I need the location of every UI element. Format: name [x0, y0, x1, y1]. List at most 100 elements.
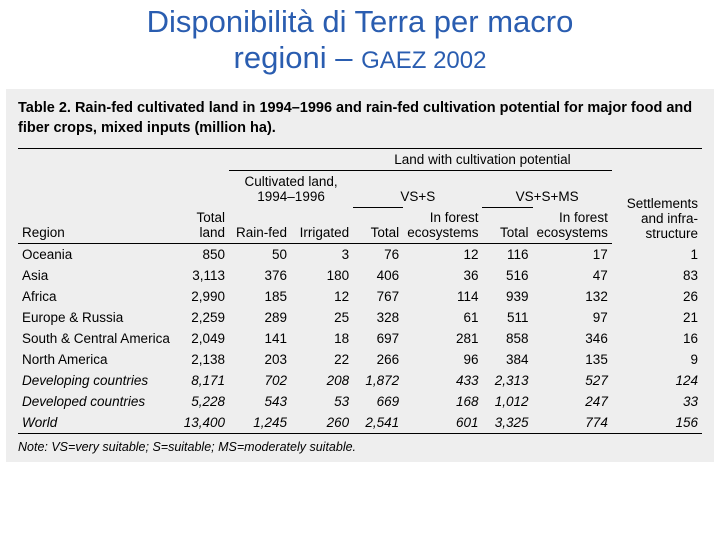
cell-vss-total: 266 [353, 349, 403, 370]
cell-vssms-forest: 135 [533, 349, 612, 370]
cell-rainfed: 376 [229, 265, 291, 286]
cell-region: World [18, 412, 174, 434]
cell-total-land: 850 [174, 244, 229, 266]
header-total-land: Total land [174, 207, 229, 244]
cell-region: Asia [18, 265, 174, 286]
header-settlements: Settlements and infra-structure [612, 171, 702, 244]
cell-region: Europe & Russia [18, 307, 174, 328]
cell-settlements: 16 [612, 328, 702, 349]
cell-vss-total: 669 [353, 391, 403, 412]
header-row-3: Region Total land Rain-fed Irrigated Tot… [18, 207, 702, 244]
cell-total-land: 5,228 [174, 391, 229, 412]
table-row: Asia3,113376180406365164783 [18, 265, 702, 286]
header-region: Region [18, 207, 174, 244]
cell-vss-forest: 36 [403, 265, 482, 286]
cell-region: Developed countries [18, 391, 174, 412]
cell-vssms-total: 858 [482, 328, 532, 349]
cell-vssms-total: 384 [482, 349, 532, 370]
header-vss-forest: In forest ecosystems [403, 207, 482, 244]
cell-rainfed: 543 [229, 391, 291, 412]
cell-total-land: 3,113 [174, 265, 229, 286]
cell-total-land: 8,171 [174, 370, 229, 391]
cell-vssms-forest: 527 [533, 370, 612, 391]
table-row: Europe & Russia2,25928925328615119721 [18, 307, 702, 328]
cell-vssms-forest: 774 [533, 412, 612, 434]
header-vssms-total: Total [482, 207, 532, 244]
header-cultivated-span: Cultivated land, 1994–1996 [229, 171, 353, 208]
cell-irrigated: 208 [291, 370, 353, 391]
cell-vss-total: 2,541 [353, 412, 403, 434]
cell-total-land: 2,259 [174, 307, 229, 328]
cell-vssms-forest: 346 [533, 328, 612, 349]
table-head: Land with cultivation potential Cultivat… [18, 149, 702, 244]
header-vss-total: Total [353, 207, 403, 244]
cell-rainfed: 141 [229, 328, 291, 349]
cell-vss-forest: 168 [403, 391, 482, 412]
cell-rainfed: 203 [229, 349, 291, 370]
cell-settlements: 21 [612, 307, 702, 328]
cell-rainfed: 702 [229, 370, 291, 391]
cell-settlements: 33 [612, 391, 702, 412]
header-vssms-forest: In forest ecosystems [533, 207, 612, 244]
cell-vssms-total: 1,012 [482, 391, 532, 412]
cell-irrigated: 3 [291, 244, 353, 266]
cell-vss-total: 328 [353, 307, 403, 328]
header-irrigated: Irrigated [291, 207, 353, 244]
cell-settlements: 83 [612, 265, 702, 286]
cell-vss-forest: 433 [403, 370, 482, 391]
table-row: Developed countries5,228543536691681,012… [18, 391, 702, 412]
cell-total-land: 13,400 [174, 412, 229, 434]
title-line2-main: regioni – [234, 40, 362, 75]
cell-region: Africa [18, 286, 174, 307]
cell-settlements: 1 [612, 244, 702, 266]
cell-vss-forest: 601 [403, 412, 482, 434]
cell-vss-forest: 61 [403, 307, 482, 328]
cell-irrigated: 53 [291, 391, 353, 412]
cell-vss-total: 76 [353, 244, 403, 266]
cell-settlements: 9 [612, 349, 702, 370]
cell-vssms-total: 939 [482, 286, 532, 307]
table-panel: Table 2. Rain-fed cultivated land in 199… [6, 89, 714, 462]
header-vssms: VS+S+MS [482, 171, 611, 208]
slide-title: Disponibilità di Terra per macro regioni… [0, 0, 720, 75]
cell-vssms-forest: 47 [533, 265, 612, 286]
title-line2-sub: GAEZ 2002 [361, 47, 486, 74]
cell-vss-forest: 281 [403, 328, 482, 349]
cell-vssms-forest: 132 [533, 286, 612, 307]
cell-settlements: 156 [612, 412, 702, 434]
cell-rainfed: 185 [229, 286, 291, 307]
cell-irrigated: 18 [291, 328, 353, 349]
cell-irrigated: 22 [291, 349, 353, 370]
cell-irrigated: 260 [291, 412, 353, 434]
table-row: North America2,13820322266963841359 [18, 349, 702, 370]
header-row-1: Land with cultivation potential [18, 149, 702, 171]
cell-region: Oceania [18, 244, 174, 266]
cell-irrigated: 25 [291, 307, 353, 328]
cell-vss-total: 767 [353, 286, 403, 307]
cell-vssms-forest: 247 [533, 391, 612, 412]
cell-region: Developing countries [18, 370, 174, 391]
slide: Disponibilità di Terra per macro regioni… [0, 0, 720, 540]
cell-vssms-total: 511 [482, 307, 532, 328]
cell-rainfed: 289 [229, 307, 291, 328]
table-row: Oceania8505037612116171 [18, 244, 702, 266]
table-row: South & Central America2,049141186972818… [18, 328, 702, 349]
cell-vss-total: 1,872 [353, 370, 403, 391]
cell-vss-total: 406 [353, 265, 403, 286]
table-note: Note: VS=very suitable; S=suitable; MS=m… [18, 440, 702, 454]
cell-irrigated: 180 [291, 265, 353, 286]
cell-region: North America [18, 349, 174, 370]
cell-total-land: 2,990 [174, 286, 229, 307]
cell-vssms-total: 3,325 [482, 412, 532, 434]
cell-vssms-forest: 17 [533, 244, 612, 266]
cell-vssms-total: 516 [482, 265, 532, 286]
cell-total-land: 2,138 [174, 349, 229, 370]
cell-vss-forest: 114 [403, 286, 482, 307]
cell-vss-forest: 12 [403, 244, 482, 266]
header-potential-span: Land with cultivation potential [353, 149, 612, 171]
cell-vssms-total: 116 [482, 244, 532, 266]
header-rainfed: Rain-fed [229, 207, 291, 244]
cell-vssms-forest: 97 [533, 307, 612, 328]
cell-settlements: 124 [612, 370, 702, 391]
table-row: Africa2,9901851276711493913226 [18, 286, 702, 307]
